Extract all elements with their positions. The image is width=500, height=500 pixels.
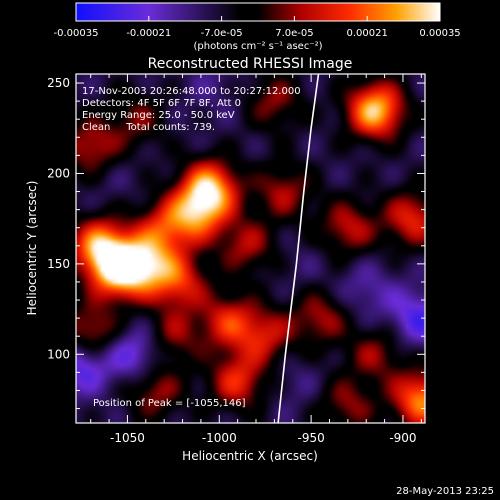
colorbar-tick-label: -0.00021: [126, 28, 171, 39]
colorbar-tick-label: -0.00035: [54, 28, 99, 39]
footer-timestamp: 28-May-2013 23:25: [396, 486, 494, 497]
y-tick-label: 250: [47, 76, 70, 90]
plot-area: -1050 -1000 -950 -900 100 150 200 250 17-Nov-20…: [47, 73, 426, 445]
annotation-time-range: 17-Nov-2003 20:26:48.000 to 20:27:12.000: [82, 86, 301, 97]
plot-frame: [75, 73, 426, 424]
x-axis-label: Heliocentric X (arcsec): [182, 449, 318, 463]
chart-title: Reconstructed RHESSI Image: [148, 56, 353, 72]
x-tick-label: -900: [389, 431, 416, 445]
colorbar-tick-label: 0.00021: [347, 28, 388, 39]
axis-ticks: -1050 -1000 -950 -900 100 150 200 250: [47, 74, 425, 445]
y-tick-label: 100: [47, 347, 70, 361]
y-tick-label: 150: [47, 257, 70, 271]
solar-limb-curve: [277, 74, 320, 423]
x-tick-label: -1050: [110, 431, 145, 445]
annotation-detectors: Detectors: 4F 5F 6F 7F 8F, Att 0: [82, 98, 241, 109]
colorbar-tick-label: -7.0e-05: [201, 28, 243, 39]
y-tick-label: 200: [47, 166, 70, 180]
colorbar-ticks: -0.00035 -0.00021 -7.0e-05 7.0e-05 0.00021 0.…: [54, 16, 461, 39]
colorbar-tick-label: 7.0e-05: [275, 28, 313, 39]
x-tick-label: -950: [297, 431, 324, 445]
colorbar-tick-label: 0.00035: [419, 28, 460, 39]
colorbar-gradient: [75, 2, 441, 22]
colorbar-units-label: (photons cm⁻² s⁻¹ asec⁻²): [193, 41, 322, 52]
colorbar: -0.00035 -0.00021 -7.0e-05 7.0e-05 0.00021 0.…: [54, 2, 461, 52]
annotation-peak-position: Position of Peak = [-1055,146]: [93, 398, 246, 409]
annotation-method-counts: Clean Total counts: 739.: [82, 122, 215, 133]
x-tick-label: -1000: [202, 431, 237, 445]
y-axis-label: Heliocentric Y (arcsec): [25, 181, 39, 316]
heatmap-image: [76, 74, 425, 423]
annotation-block: 17-Nov-2003 20:26:48.000 to 20:27:12.000…: [82, 86, 301, 133]
annotation-energy-range: Energy Range: 25.0 - 50.0 keV: [82, 110, 235, 121]
